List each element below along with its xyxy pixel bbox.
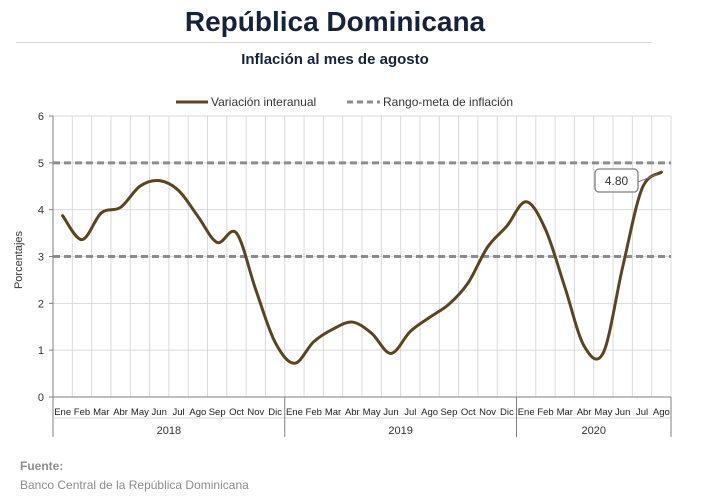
data-point bbox=[293, 362, 296, 365]
y-tick-label: 4 bbox=[38, 205, 44, 217]
x-tick-label: Sep bbox=[440, 407, 457, 418]
series-group bbox=[61, 170, 663, 365]
target-range-lines bbox=[53, 161, 671, 258]
page-title: República Dominicana bbox=[184, 6, 486, 37]
x-tick-label: Abr bbox=[113, 407, 128, 418]
data-point bbox=[486, 245, 489, 249]
x-tick-label: Ene bbox=[518, 407, 535, 418]
y-tick-label: 0 bbox=[38, 392, 44, 404]
axes bbox=[52, 116, 671, 437]
data-point bbox=[563, 285, 566, 289]
x-tick-label: Ene bbox=[286, 407, 303, 418]
data-point bbox=[621, 265, 624, 269]
data-point bbox=[61, 214, 64, 217]
x-tick-label: Sep bbox=[209, 407, 226, 418]
data-point bbox=[505, 224, 509, 228]
legend-label-interannual: Variación interanual bbox=[211, 95, 316, 109]
y-tick-label: 5 bbox=[38, 158, 44, 170]
data-point bbox=[544, 228, 547, 231]
data-point bbox=[582, 344, 586, 348]
x-tick-label: Feb bbox=[306, 407, 322, 418]
y-tick-labels: 0 1 2 3 4 5 6 bbox=[38, 111, 53, 404]
x-tick-label: Ago bbox=[653, 407, 670, 418]
data-point bbox=[80, 238, 84, 241]
x-tick-label: Mar bbox=[325, 407, 341, 418]
data-point bbox=[389, 352, 393, 355]
x-tick-label: Mar bbox=[93, 407, 109, 418]
data-point bbox=[138, 185, 142, 188]
x-tick-label: May bbox=[363, 407, 381, 418]
x-tick-label: Jul bbox=[636, 407, 648, 418]
data-point bbox=[312, 340, 315, 343]
x-tick-label: Feb bbox=[74, 407, 90, 418]
data-point bbox=[602, 351, 605, 354]
y-axis-label: Porcentajes bbox=[13, 230, 25, 289]
data-point bbox=[409, 330, 412, 333]
data-point bbox=[254, 288, 257, 291]
data-point bbox=[428, 316, 431, 319]
data-point bbox=[467, 281, 470, 284]
y-tick-label: 3 bbox=[38, 252, 44, 264]
data-point bbox=[235, 231, 238, 235]
data-point bbox=[100, 211, 103, 215]
x-tick-label: Nov bbox=[479, 407, 496, 418]
annotation-callout: 4.80 bbox=[594, 168, 658, 193]
x-tick-label: Feb bbox=[537, 407, 553, 418]
annotation-leader bbox=[637, 173, 658, 183]
x-tick-label: Oct bbox=[229, 407, 244, 418]
x-tick-label: Abr bbox=[577, 407, 592, 418]
x-tick-label: Mar bbox=[557, 407, 573, 418]
year-label: 2019 bbox=[388, 425, 412, 437]
x-tick-label: Jun bbox=[152, 407, 167, 418]
legend-label-target: Rango-meta de inflación bbox=[383, 95, 513, 109]
data-point bbox=[660, 171, 663, 174]
x-tick-label: May bbox=[131, 407, 149, 418]
x-tick-label: Ene bbox=[54, 407, 71, 418]
x-tick-label: Ago bbox=[189, 407, 206, 418]
year-label: 2020 bbox=[582, 425, 606, 437]
data-point bbox=[524, 200, 528, 203]
x-tick-label: Jul bbox=[404, 407, 416, 418]
x-tick-label: Abr bbox=[345, 407, 360, 418]
annotation-label: 4.80 bbox=[605, 174, 629, 188]
x-tick-label: Nov bbox=[247, 407, 264, 418]
y-tick-label: 6 bbox=[38, 111, 44, 123]
y-tick-label: 2 bbox=[38, 298, 44, 310]
data-point bbox=[119, 206, 122, 209]
x-tick-label: Oct bbox=[461, 407, 476, 418]
legend: Variación interanual Rango-meta de infla… bbox=[176, 95, 513, 109]
source-text: Banco Central de la República Dominicana bbox=[20, 478, 249, 492]
source-heading: Fuente: bbox=[20, 459, 64, 473]
x-tick-label: Ago bbox=[421, 407, 438, 418]
x-tick-label: Jun bbox=[383, 407, 398, 418]
data-point bbox=[640, 187, 644, 190]
x-tick-label: Jul bbox=[172, 407, 184, 418]
data-point bbox=[331, 327, 335, 331]
year-label: 2018 bbox=[157, 425, 181, 437]
chart-subtitle: Inflación al mes de agosto bbox=[241, 51, 429, 68]
data-point bbox=[158, 179, 161, 182]
x-tick-label: May bbox=[594, 407, 612, 418]
x-tick-label: Dic bbox=[500, 407, 514, 418]
year-labels: 2018 2019 2020 bbox=[157, 397, 672, 437]
x-tick-label: Jun bbox=[615, 407, 630, 418]
annotation-box bbox=[594, 168, 639, 193]
data-point bbox=[215, 241, 219, 244]
data-point bbox=[370, 332, 373, 335]
title-divider bbox=[16, 42, 652, 43]
data-point bbox=[351, 320, 354, 324]
x-tick-labels: Ene Feb Mar Abr May Jun Jul Ago Sep Oct Nov Dic Ene F… bbox=[54, 407, 670, 418]
data-point bbox=[177, 189, 180, 192]
y-tick-label: 1 bbox=[38, 345, 44, 357]
data-point bbox=[273, 341, 277, 344]
x-tick-label: Dic bbox=[268, 407, 282, 418]
data-point bbox=[447, 303, 451, 306]
data-point bbox=[196, 215, 200, 218]
